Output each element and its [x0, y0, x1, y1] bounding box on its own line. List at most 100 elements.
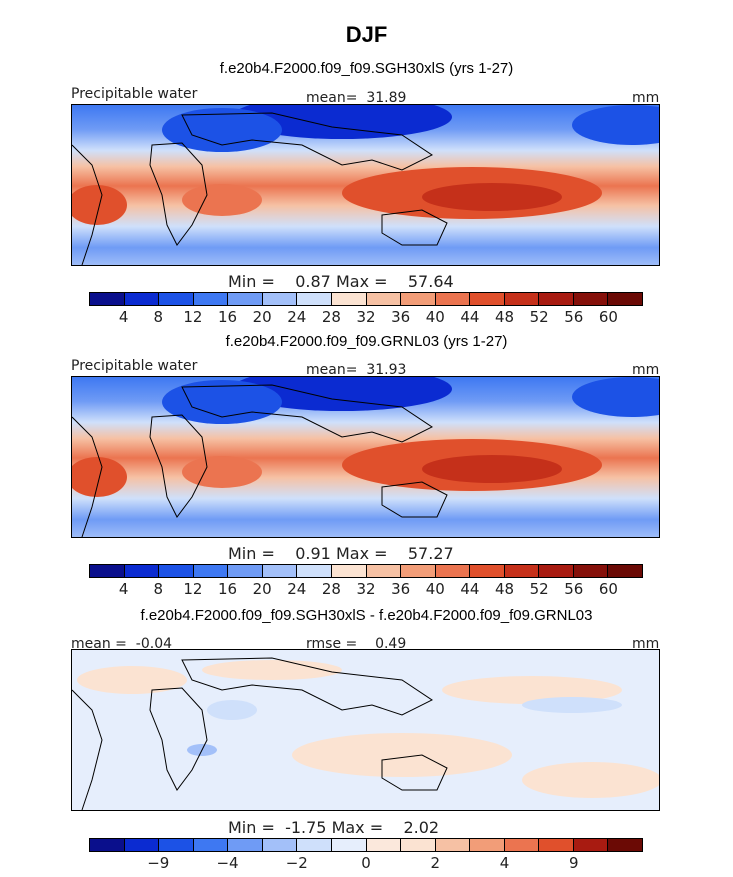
- colorbar-tick-label: 36: [391, 580, 411, 598]
- colorbar-swatch: [297, 839, 332, 851]
- panel2-blob-africa: [182, 456, 262, 488]
- panel3-blob-pos-5: [522, 762, 659, 798]
- colorbar-tick-label: 28: [321, 308, 341, 326]
- colorbar-swatch: [539, 293, 574, 305]
- colorbar-swatch: [470, 293, 505, 305]
- panel3-blob-pos-3: [442, 676, 622, 704]
- panel3-mean: mean = -0.04: [71, 636, 172, 652]
- panel2-max-value: 57.27: [407, 544, 454, 563]
- colorbar-tick-label: 20: [252, 308, 272, 326]
- colorbar-swatch: [435, 293, 471, 305]
- panel2-blob-warmpool-core: [422, 455, 562, 483]
- panel1-max-value: 57.64: [407, 272, 454, 291]
- panel3-rmse-value: 0.49: [375, 636, 407, 652]
- colorbar-tick-label: 28: [321, 580, 341, 598]
- colorbar-swatch: [401, 839, 436, 851]
- colorbar-tick-label: −9: [147, 854, 170, 872]
- panel3-blob-pos-2: [202, 660, 342, 680]
- panel1-mean-label: mean=: [306, 90, 358, 106]
- panel2-coast-australia: [381, 481, 448, 518]
- colorbar-swatch: [470, 839, 505, 851]
- colorbar-tick-label: 56: [564, 308, 584, 326]
- panel2-units: mm: [632, 362, 660, 378]
- panel1-min-label: Min =: [228, 272, 275, 291]
- panel3-map-svg: [72, 650, 659, 810]
- colorbar-swatch: [608, 839, 642, 851]
- colorbar-tick-label: 16: [217, 308, 238, 326]
- panel1-colorbar-ticks: 4 8 12 16 20 24 28 32 36 40 44 48 52 56 60: [89, 308, 643, 326]
- colorbar-swatch: [124, 293, 160, 305]
- figure-title: DJF: [345, 22, 388, 47]
- panel3-colorbar: [89, 838, 643, 852]
- colorbar-tick-label: 20: [252, 580, 272, 598]
- panel2-coast-africa: [149, 414, 208, 518]
- panel3-units: mm: [632, 636, 660, 652]
- panel2-mean: mean= 31.93: [306, 362, 406, 378]
- colorbar-swatch: [331, 565, 367, 577]
- panel1-coast-australia: [381, 209, 448, 246]
- colorbar-swatch: [193, 565, 229, 577]
- colorbar-swatch: [504, 565, 540, 577]
- panel3-map: [71, 649, 660, 811]
- colorbar-tick-label: 2: [430, 854, 441, 872]
- colorbar-tick-label: 24: [287, 308, 307, 326]
- panel1-map: [71, 104, 660, 266]
- colorbar-tick-label: 40: [425, 308, 445, 326]
- colorbar-swatch: [297, 565, 332, 577]
- panel2-blob-sahara: [162, 380, 282, 424]
- panel3-coast-samerica: [72, 689, 103, 810]
- panel2-blob-asia-dry: [232, 377, 452, 411]
- panel2-coast-eurasia: [181, 384, 433, 443]
- colorbar-swatch: [331, 293, 367, 305]
- colorbar-swatch: [159, 293, 194, 305]
- panel2-min-value: 0.91: [295, 544, 331, 563]
- colorbar-tick-label: 8: [153, 308, 164, 326]
- panel2-title: f.e20b4.F2000.f09_f09.GRNL03 (yrs 1-27): [225, 333, 508, 350]
- colorbar-swatch: [124, 839, 160, 851]
- colorbar-swatch: [90, 293, 125, 305]
- colorbar-tick-label: 9: [568, 854, 579, 872]
- colorbar-tick-label: 16: [217, 580, 238, 598]
- colorbar-tick-label: 60: [598, 308, 618, 326]
- panel2-mean-value: 31.93: [366, 362, 407, 378]
- panel2-minmax: Min = 0.91 Max = 57.27: [228, 544, 454, 563]
- panel1-blob-asia-dry: [232, 105, 452, 139]
- colorbar-swatch: [159, 839, 194, 851]
- panel3-min-value: -1.75: [285, 818, 327, 837]
- panel3-blob-pos-1: [77, 666, 187, 694]
- panel2-map-svg: [72, 377, 659, 537]
- panel1-blob-america: [572, 105, 659, 145]
- panel2-mean-label: mean=: [306, 362, 358, 378]
- colorbar-tick-label: 52: [529, 308, 549, 326]
- panel1-blob-warmpool-core: [422, 183, 562, 211]
- panel1-coast-eurasia: [181, 112, 433, 171]
- colorbar-tick-label: 44: [460, 308, 480, 326]
- panel1-field-label: Precipitable water: [71, 86, 198, 102]
- panel3-minmax: Min = -1.75 Max = 2.02: [228, 818, 439, 837]
- colorbar-swatch: [539, 565, 574, 577]
- panel2-colorbar-ticks: 4 8 12 16 20 24 28 32 36 40 44 48 52 56 60: [89, 580, 643, 598]
- colorbar-swatch: [573, 565, 609, 577]
- panel2-max-label: Max =: [335, 544, 388, 563]
- colorbar-swatch: [366, 293, 402, 305]
- panel3-mean-value: -0.04: [135, 636, 173, 652]
- panel2-min-label: Min =: [228, 544, 275, 563]
- panel3-blob-neg-2: [207, 700, 257, 720]
- panel1-units: mm: [632, 90, 660, 106]
- colorbar-swatch: [331, 839, 367, 851]
- panel3-colorbar-ticks: −9 −4 −2 0 2 4 9: [89, 854, 643, 872]
- panel3-rmse-label: rmse =: [306, 636, 358, 652]
- colorbar-swatch: [90, 565, 125, 577]
- colorbar-swatch: [470, 565, 505, 577]
- colorbar-swatch: [435, 565, 471, 577]
- colorbar-tick-label: 60: [598, 580, 618, 598]
- panel3-coast-australia: [381, 754, 448, 791]
- panel1-blob-sahara: [162, 108, 282, 152]
- panel3-blob-neg-1: [522, 697, 622, 713]
- colorbar-swatch: [228, 565, 263, 577]
- panel1-minmax: Min = 0.87 Max = 57.64: [228, 272, 454, 291]
- panel3-coast-africa: [149, 687, 208, 791]
- colorbar-tick-label: 12: [183, 580, 203, 598]
- colorbar-swatch: [366, 565, 402, 577]
- colorbar-swatch: [90, 839, 125, 851]
